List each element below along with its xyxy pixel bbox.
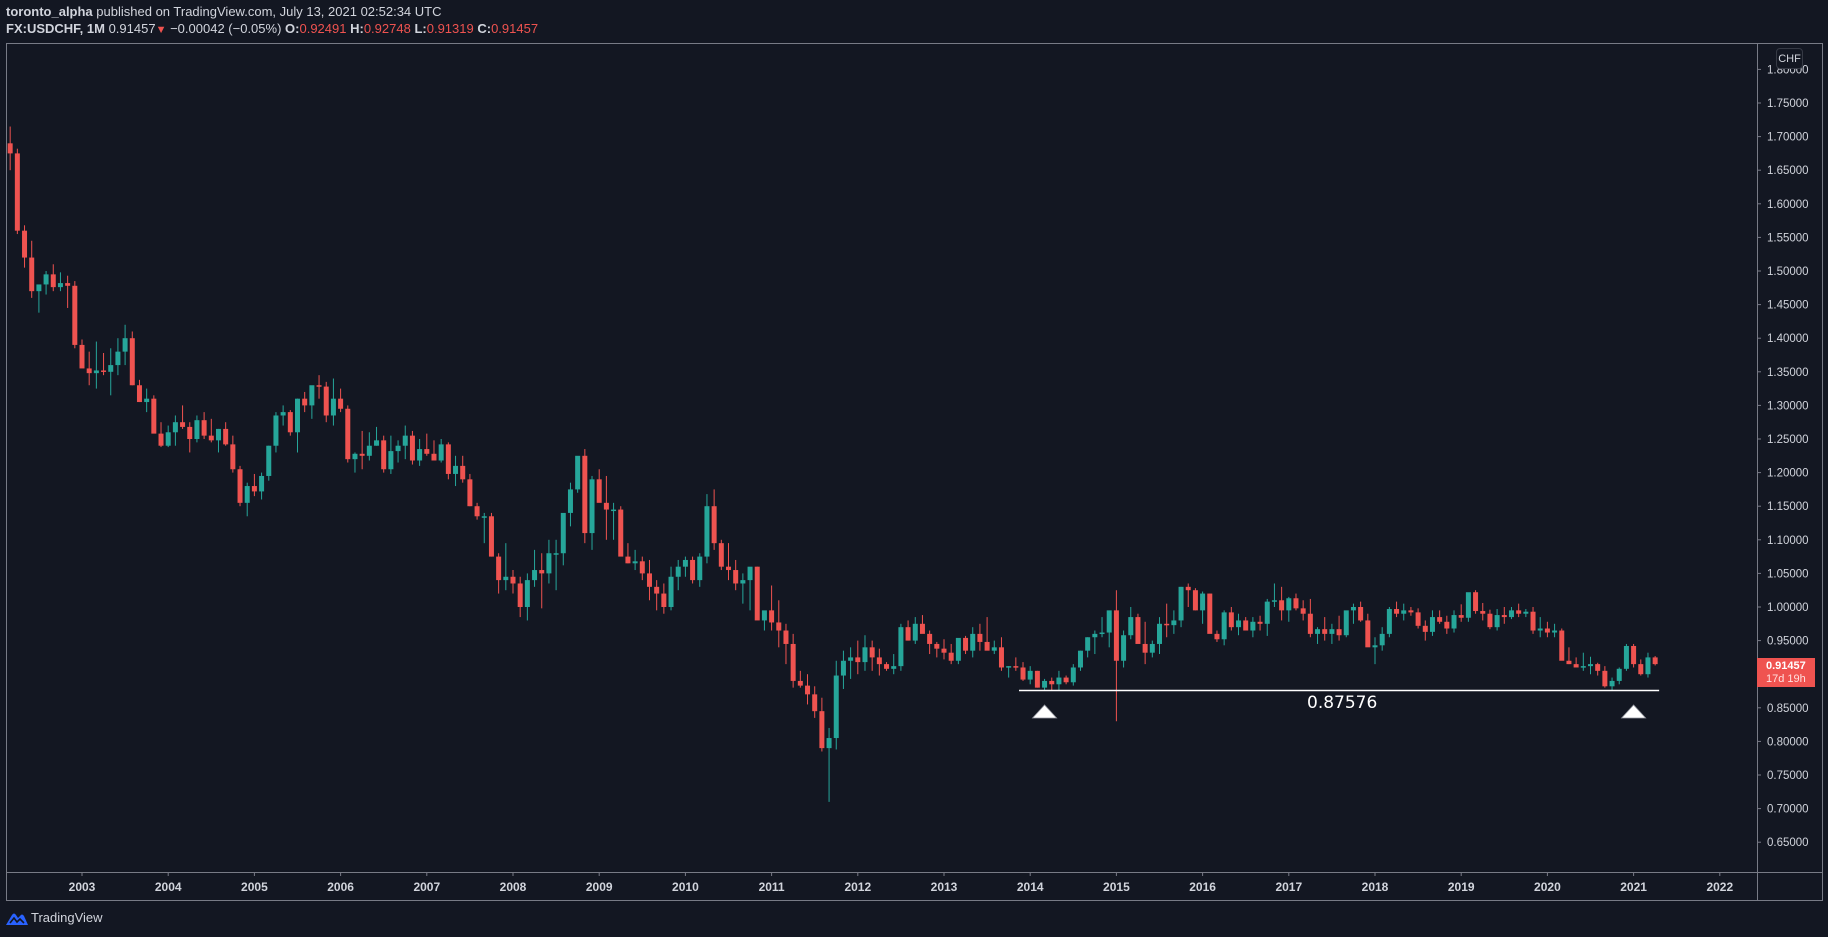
price-axis[interactable]: 1.800001.750001.700001.650001.600001.550… [1757, 64, 1809, 849]
candles [7, 126, 1658, 802]
year-tick-label: 2010 [672, 880, 699, 894]
down-arrow-icon: ▼ [155, 24, 167, 36]
price-tick-label: 1.65000 [1767, 165, 1809, 177]
tradingview-brand[interactable]: TradingView [6, 910, 103, 925]
currency-label[interactable]: CHF [1776, 48, 1803, 69]
arrow-up-icon [1620, 704, 1647, 719]
close-value: 0.91457 [491, 21, 539, 36]
symbol-legend: FX:USDCHF, 1M 0.91457▼ −0.00042 (−0.05%)… [6, 21, 538, 38]
price-tick-label: 1.40000 [1767, 333, 1809, 345]
price-tick-label: 1.70000 [1767, 132, 1809, 144]
year-tick-label: 2021 [1620, 880, 1647, 894]
price-tick-label: 1.20000 [1767, 468, 1809, 480]
price-tick-label: 1.30000 [1767, 400, 1809, 412]
chart-frame [6, 43, 1823, 901]
price-change: −0.00042 (−0.05%) [170, 21, 282, 36]
year-tick-label: 2014 [1017, 880, 1044, 894]
price-tick-label: 1.50000 [1767, 266, 1809, 278]
price-tick-label: 1.45000 [1767, 300, 1809, 312]
low-label: L: [414, 21, 427, 36]
year-tick-label: 2019 [1448, 880, 1475, 894]
price-tick-label: 1.35000 [1767, 367, 1809, 379]
close-label: C: [477, 21, 492, 36]
support-level-label[interactable]: 0.87576 [1307, 693, 1378, 713]
annotations[interactable] [1019, 689, 1660, 719]
brand-name: TradingView [31, 910, 103, 925]
chart-border [6, 43, 1823, 901]
price-tick-label: 1.15000 [1767, 501, 1809, 513]
year-tick-label: 2020 [1534, 880, 1561, 894]
current-price-label: 0.91457 17d 19h [1757, 658, 1815, 687]
year-tick-label: 2015 [1103, 880, 1130, 894]
year-tick-label: 2017 [1275, 880, 1302, 894]
price-tick-label: 1.75000 [1767, 98, 1809, 110]
year-tick-label: 2022 [1706, 880, 1733, 894]
year-tick-label: 2004 [155, 880, 182, 894]
year-tick-label: 2007 [413, 880, 440, 894]
year-tick-label: 2011 [759, 880, 785, 894]
last-price: 0.91457 [108, 21, 156, 36]
published-text: published on TradingView.com, July 13, 2… [96, 4, 442, 19]
time-axis[interactable]: 2003 2004 2005 2006 2007 2008 2009 2010 2011 2012… [69, 872, 1734, 894]
arrow-up-icon [1031, 704, 1058, 719]
price-tick-label: 1.60000 [1767, 199, 1809, 211]
year-tick-label: 2003 [69, 880, 96, 894]
year-tick-label: 2005 [241, 880, 268, 894]
publish-info: toronto_alpha published on TradingView.c… [6, 4, 442, 20]
author-name[interactable]: toronto_alpha [6, 4, 93, 19]
current-price-value: 0.91457 [1766, 660, 1806, 672]
year-tick-label: 2018 [1362, 880, 1389, 894]
price-tick-label: 1.10000 [1767, 535, 1809, 547]
price-tick-label: 1.00000 [1767, 602, 1809, 614]
price-tick-label: 0.95000 [1767, 636, 1809, 648]
price-tick-label: 0.75000 [1767, 770, 1809, 782]
symbol-title[interactable]: FX:USDCHF, 1M [6, 21, 105, 36]
open-value: 0.92491 [299, 21, 347, 36]
year-tick-label: 2012 [844, 880, 871, 894]
year-tick-label: 2008 [500, 880, 527, 894]
price-tick-label: 0.65000 [1767, 837, 1809, 849]
price-tick-label: 1.55000 [1767, 232, 1809, 244]
price-tick-label: 0.85000 [1767, 703, 1809, 715]
year-tick-label: 2016 [1189, 880, 1216, 894]
price-tick-label: 1.05000 [1767, 568, 1809, 580]
year-tick-label: 2013 [931, 880, 958, 894]
tradingview-logo-icon [6, 913, 28, 925]
year-tick-label: 2009 [586, 880, 613, 894]
price-tick-label: 1.25000 [1767, 434, 1809, 446]
year-tick-label: 2006 [327, 880, 354, 894]
price-tick-label: 0.70000 [1767, 804, 1809, 816]
high-value: 0.92748 [363, 21, 411, 36]
price-tick-label: 0.80000 [1767, 736, 1809, 748]
high-label: H: [350, 21, 364, 36]
low-value: 0.91319 [426, 21, 474, 36]
bar-countdown: 17d 19h [1766, 673, 1806, 685]
open-label: O: [285, 21, 300, 36]
